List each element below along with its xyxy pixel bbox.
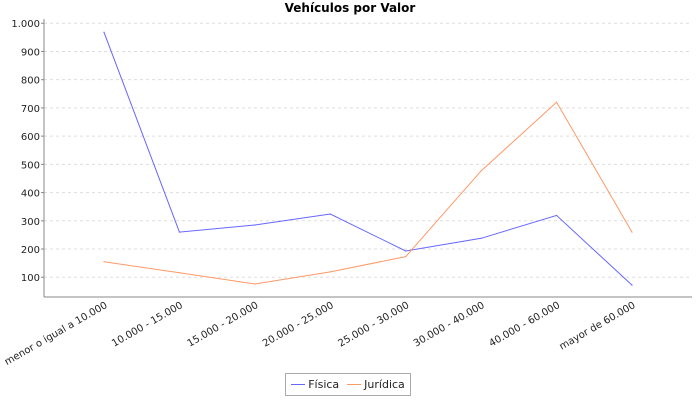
y-tick-label: 600 bbox=[21, 132, 40, 143]
x-tick-label: mayor de 60.000 bbox=[558, 300, 638, 352]
y-tick-label: 200 bbox=[21, 245, 40, 256]
x-tick-label: 40.000 - 60.000 bbox=[487, 300, 562, 350]
data-point bbox=[480, 170, 482, 172]
y-tick-label: 1.000 bbox=[11, 19, 40, 30]
legend-swatch bbox=[291, 384, 306, 385]
x-tick-label: 20.000 - 25.000 bbox=[261, 300, 336, 350]
data-point bbox=[254, 224, 256, 226]
y-tick-label: 800 bbox=[21, 76, 40, 87]
legend-label: Física bbox=[308, 378, 340, 391]
y-tick-label: 700 bbox=[21, 104, 40, 115]
data-point bbox=[555, 214, 558, 217]
x-tick-label: menor o igual a 10.000 bbox=[3, 300, 110, 368]
legend-label: Jurídica bbox=[364, 378, 405, 391]
data-point bbox=[405, 256, 407, 258]
data-point bbox=[405, 250, 407, 252]
y-tick-label: 500 bbox=[21, 160, 40, 171]
data-point bbox=[254, 283, 256, 285]
legend: Física Jurídica bbox=[285, 373, 411, 396]
data-point bbox=[480, 237, 482, 239]
legend-item-fisica: Física bbox=[291, 378, 339, 391]
y-tick-label: 400 bbox=[21, 189, 40, 200]
series-line-juridica bbox=[103, 101, 633, 285]
legend-item-juridica: Jurídica bbox=[347, 378, 405, 391]
data-point bbox=[555, 101, 558, 103]
chart-title: Vehículos por Valor bbox=[285, 1, 416, 15]
series-line-fisica bbox=[103, 32, 633, 286]
data-point bbox=[178, 272, 181, 274]
data-point bbox=[631, 284, 633, 286]
y-tick-label: 900 bbox=[21, 47, 40, 58]
data-point bbox=[178, 231, 181, 233]
y-tick-label: 300 bbox=[21, 217, 40, 228]
data-point bbox=[329, 271, 331, 273]
x-tick-label: 25.000 - 30.000 bbox=[336, 300, 411, 350]
x-tick-label: 15.000 - 20.000 bbox=[186, 300, 261, 350]
legend-swatch bbox=[347, 384, 362, 385]
x-tick-label: 30.000 - 40.000 bbox=[412, 300, 487, 350]
x-tick-label: 10.000 - 15.000 bbox=[110, 300, 185, 350]
data-point bbox=[103, 31, 105, 33]
data-point bbox=[631, 231, 633, 233]
y-tick-label: 100 bbox=[21, 273, 40, 284]
data-point bbox=[329, 213, 331, 215]
data-point bbox=[103, 261, 105, 263]
